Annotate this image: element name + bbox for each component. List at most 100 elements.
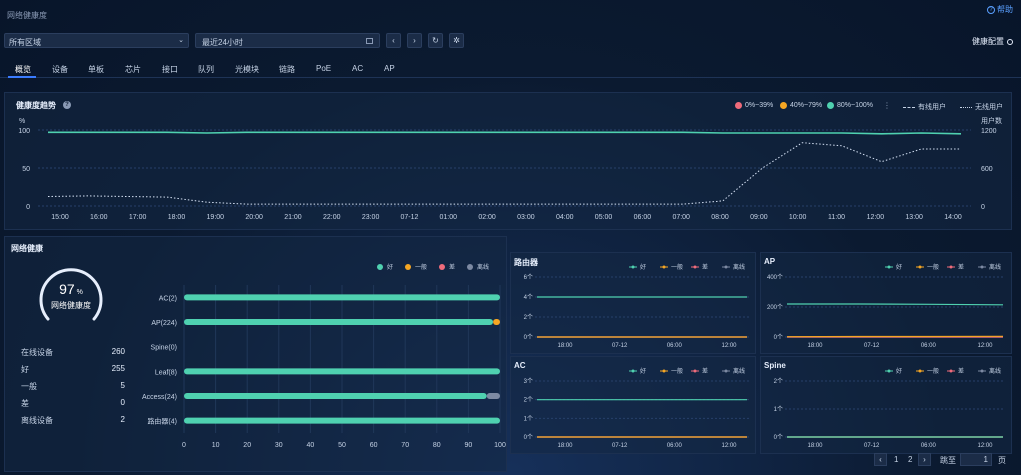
stat-good-value: 255 (111, 364, 125, 373)
legend-high-label: 80%~100% (837, 102, 874, 109)
help-link[interactable]: ? 帮助 (987, 4, 1013, 15)
legend-low-dot (735, 102, 742, 109)
legend-bad-dot (439, 263, 446, 270)
tab-ap[interactable]: AP (384, 64, 395, 73)
stat-normal-value: 5 (120, 381, 125, 390)
region-select[interactable]: 所有区域 ⌄ (4, 33, 189, 48)
legend-marker (724, 265, 728, 269)
legend-label: 差 (702, 367, 708, 375)
x-tick: 18:00 (168, 214, 186, 221)
legend-label: 离线 (989, 367, 1001, 375)
router-chart: 好 一般 差 离线 6个 4个 2个 0个 18:00 07-12 06:00 12:00 (524, 263, 749, 349)
tab-poe[interactable]: PoE (316, 64, 332, 73)
page-suffix: 页 (998, 456, 1006, 465)
legend-label: 好 (640, 263, 646, 271)
y-axis-right-unit: 用户数 (981, 116, 1002, 125)
chevron-right-icon: › (923, 455, 926, 464)
settings-button[interactable]: ✲ (449, 33, 464, 48)
help-icon[interactable]: ? (63, 101, 71, 109)
x-tick: 02:00 (478, 214, 496, 221)
tab-overview[interactable]: 概览 (15, 65, 31, 74)
legend-label: 离线 (989, 263, 1001, 271)
legend-wired[interactable]: 有线用户 (903, 102, 946, 112)
bar-好 (184, 417, 500, 424)
stat-bad-value: 0 (120, 398, 125, 407)
x-tick: 19:00 (207, 214, 225, 221)
health-trend-panel: 健康度趋势 ? 0%~39% 40%~79% 80%~100% ⋮ 有线用户 无… (4, 92, 1012, 230)
bar-category-label: Access(24) (142, 394, 177, 401)
x-tick: 12:00 (721, 343, 737, 349)
legend-label: 一般 (671, 263, 683, 271)
health-gauge (39, 268, 103, 321)
x-tick: 18:00 (557, 443, 573, 449)
refresh-button[interactable]: ↻ (428, 33, 443, 48)
legend-label: 差 (702, 263, 708, 271)
x-tick: 40 (307, 442, 315, 449)
stat-offline-value: 2 (120, 415, 125, 424)
legend-bad-label: 差 (449, 265, 456, 271)
stat-online: 在线设备 260 (5, 347, 125, 359)
x-tick: 11:00 (828, 214, 845, 221)
chevron-right-icon: › (413, 36, 416, 45)
x-tick: 06:00 (634, 214, 652, 221)
bar-category-label: Spine(0) (151, 345, 177, 352)
tab-chip[interactable]: 芯片 (125, 65, 141, 74)
y-tick: 0个 (524, 334, 533, 341)
next-button[interactable]: › (407, 33, 422, 48)
x-tick: 60 (370, 442, 378, 449)
y-tick: 2个 (774, 378, 783, 385)
tab-board[interactable]: 单板 (88, 65, 104, 74)
tab-queue[interactable]: 队列 (198, 65, 214, 74)
calendar-icon (366, 38, 373, 44)
x-tick: 12:00 (977, 343, 993, 349)
y-tick-right: 0 (981, 204, 985, 211)
prev-button[interactable]: ‹ (386, 33, 401, 48)
health-score-unit: % (76, 289, 83, 296)
series-line-好 (787, 303, 1004, 306)
page-next-button[interactable]: › (918, 453, 931, 466)
tab-link[interactable]: 链路 (279, 65, 295, 74)
chevron-left-icon: ‹ (879, 455, 882, 464)
bar-好 (184, 393, 487, 399)
bar-离线 (486, 393, 500, 399)
router-chart-title: 路由器 (514, 258, 538, 267)
legend-offline-label: 离线 (477, 265, 490, 271)
stat-online-value: 260 (111, 347, 125, 356)
legend-mid[interactable]: 40%~79% (780, 102, 822, 109)
x-tick: 16:00 (90, 214, 108, 221)
legend-high[interactable]: 80%~100% (827, 102, 873, 109)
page-1[interactable]: 1 (894, 455, 899, 464)
y-tick: 4个 (524, 294, 533, 301)
legend-low[interactable]: 0%~39% (735, 102, 773, 109)
tab-device[interactable]: 设备 (52, 65, 68, 74)
legend-offline-dot (467, 263, 474, 270)
tab-ac[interactable]: AC (352, 64, 364, 73)
legend-marker (980, 369, 984, 373)
x-tick: 21:00 (284, 214, 302, 221)
legend-marker (887, 369, 891, 373)
page-prev-button[interactable]: ‹ (874, 453, 887, 466)
bar-category-label: 路由器(4) (147, 417, 177, 426)
goto-page-input[interactable]: 1 (960, 453, 992, 466)
x-tick: 13:00 (905, 214, 923, 221)
x-tick: 15:00 (51, 214, 69, 221)
tab-interface[interactable]: 接口 (162, 65, 178, 74)
time-range-picker[interactable]: 最近24小时 (195, 33, 380, 48)
tab-optical-module[interactable]: 光模块 (235, 65, 259, 74)
ap-chart: 好 一般 差 离线 400个 200个 0个 18:00 07-12 06:00 12:00 (767, 263, 1005, 349)
legend-marker (631, 265, 635, 269)
health-config-button[interactable]: 健康配置 (972, 36, 1013, 47)
trend-title: 健康度趋势 (16, 101, 56, 110)
help-label: 帮助 (997, 5, 1013, 14)
stat-bad: 差 0 (5, 398, 125, 410)
spine-chart: 好 一般 差 离线 2个 1个 0个 18:00 07-12 06:00 12:00 (774, 367, 1005, 449)
spine-chart-panel: Spine 好 一般 差 离线 2个 1个 0个 18:00 07-12 06:00 12:00 (760, 356, 1012, 454)
y-tick-left: 100 (18, 128, 30, 135)
x-tick: 08:00 (711, 214, 729, 221)
page-2[interactable]: 2 (908, 455, 913, 464)
legend-high-dot (827, 102, 834, 109)
pagination: ‹ 1 2 › 跳至 1 页 (874, 453, 1014, 467)
legend-marker (949, 265, 953, 269)
legend-wired-label: 有线用户 (918, 104, 946, 111)
legend-wireless[interactable]: 无线用户 (960, 102, 1003, 112)
